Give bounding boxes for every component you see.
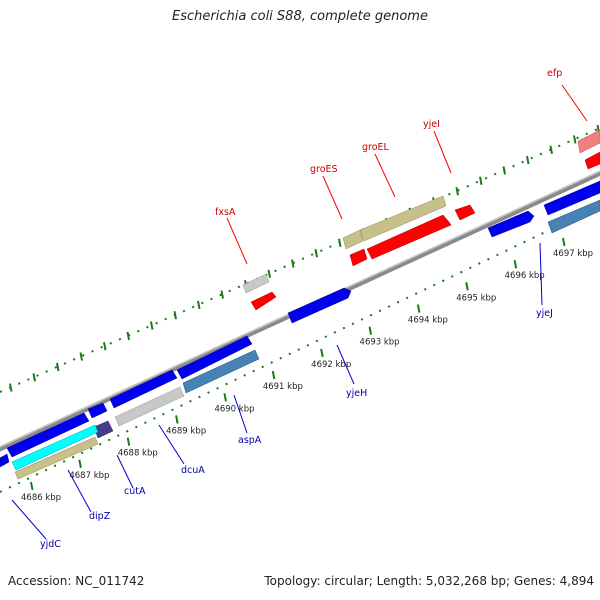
outer-major-tick [173, 311, 177, 320]
forward-genes [242, 129, 600, 311]
outer-major-tick [573, 135, 577, 144]
outer-major-tick [79, 352, 83, 361]
gene-dipZ-track2[interactable] [14, 436, 99, 480]
gene-dcuA-track[interactable] [114, 386, 185, 427]
gene-groEL-cds[interactable] [366, 214, 452, 260]
inner-major-ticks [30, 237, 566, 491]
gene-label-dcuA: dcuA [181, 465, 205, 476]
label-leaders [11, 84, 588, 540]
gene-yjdC[interactable] [0, 453, 10, 468]
scale-tick-label: 4690 kbp [214, 404, 254, 414]
gene-label-efp: efp [547, 68, 562, 79]
inner-major-tick [175, 415, 179, 424]
outer-major-tick [220, 290, 224, 299]
genome-summary-text: Topology: circular; Length: 5,032,268 bp… [264, 574, 594, 588]
inner-major-tick [513, 259, 518, 269]
gene-efp-cds[interactable] [584, 151, 600, 170]
gene-groES-cds[interactable] [349, 248, 368, 267]
gene-dcuA[interactable] [109, 369, 178, 409]
scale-tick-label: 4689 kbp [166, 426, 206, 436]
scale-tick-label: 4687 kbp [69, 471, 109, 481]
outer-major-tick [56, 362, 60, 372]
gene-label-groEL: groEL [362, 142, 390, 153]
scale-tick-label: 4692 kbp [311, 360, 351, 370]
inner-major-tick [416, 304, 421, 313]
scale-tick-label: 4693 kbp [360, 338, 400, 348]
scale-tick-label: 4688 kbp [118, 449, 158, 459]
gene-label-yjeH: yjeH [346, 388, 367, 399]
outer-major-tick [502, 166, 506, 175]
gene-fxsA-cds[interactable] [250, 291, 277, 311]
inner-tick-track [0, 205, 600, 493]
scale-tick-label: 4686 kbp [21, 493, 61, 503]
gene-label-cutA: cutA [124, 486, 146, 497]
scale-tick-label: 4694 kbp [408, 316, 448, 326]
outer-major-tick [150, 321, 154, 330]
gene-dipZ-track[interactable] [11, 424, 99, 471]
gene-yjeJ[interactable] [487, 210, 535, 238]
gene-label-yjeJ: yjeJ [536, 308, 553, 319]
scale-tick-label: 4691 kbp [263, 382, 303, 392]
inner-major-tick [562, 237, 566, 247]
gene-fxsA[interactable] [242, 273, 270, 294]
outer-major-tick [314, 248, 318, 258]
gene-groES[interactable] [342, 229, 364, 250]
outer-major-ticks [9, 124, 600, 392]
outer-major-tick [103, 342, 107, 351]
outer-major-tick [126, 331, 130, 341]
gene-cutA-track[interactable] [93, 420, 114, 439]
outer-major-tick [267, 269, 271, 279]
outer-major-tick [197, 300, 201, 310]
outer-major-tick [479, 176, 483, 185]
gene-yjeH[interactable] [287, 287, 352, 324]
outer-major-tick [338, 238, 342, 248]
accession-text: Accession: NC_011742 [8, 574, 145, 588]
gene-yjeI[interactable] [454, 204, 476, 221]
gene-aspA-track[interactable] [182, 349, 260, 394]
outer-major-tick [9, 383, 13, 392]
scale-tick-label: 4695 kbp [456, 293, 496, 303]
gene-label-groES: groES [310, 164, 338, 175]
outer-tick-track [0, 127, 600, 393]
scale-labels: 4686 kbp 4687 kbp 4688 kbp 4689 kbp 4690 kbp… [21, 249, 593, 503]
gene-label-yjdC: yjdC [40, 539, 61, 550]
inner-major-tick [271, 370, 276, 380]
inner-major-tick [223, 393, 227, 402]
gene-yjeJ-track[interactable] [547, 199, 600, 234]
gene-efp[interactable] [577, 129, 600, 154]
inner-major-tick [78, 459, 82, 469]
outer-major-tick [526, 155, 530, 165]
inner-major-tick [320, 348, 324, 358]
gene-label-aspA: aspA [238, 435, 262, 446]
outer-major-tick [549, 145, 553, 154]
inner-major-tick [30, 481, 34, 491]
gene-label-fxsA: fxsA [215, 207, 236, 218]
outer-major-tick [291, 259, 295, 268]
gene-cutA[interactable] [87, 402, 108, 419]
inner-major-tick [465, 282, 469, 291]
outer-major-tick [455, 186, 459, 196]
gene-label-yjeI: yjeI [423, 119, 440, 130]
inner-major-tick [126, 437, 131, 446]
gene-yjeJ-cds[interactable] [543, 180, 600, 216]
gene-label-dipZ: dipZ [89, 511, 111, 522]
gene-dipZ[interactable] [6, 412, 90, 458]
gene-aspA[interactable] [176, 335, 253, 380]
inner-major-tick [368, 326, 373, 335]
scale-tick-label: 4696 kbp [505, 271, 545, 281]
reverse-genes [0, 180, 600, 480]
outer-major-tick [32, 373, 36, 382]
scale-tick-label: 4697 kbp [553, 249, 593, 259]
map-title: Escherichia coli S88, complete genome [172, 9, 428, 24]
gene-groEL[interactable] [359, 195, 447, 242]
